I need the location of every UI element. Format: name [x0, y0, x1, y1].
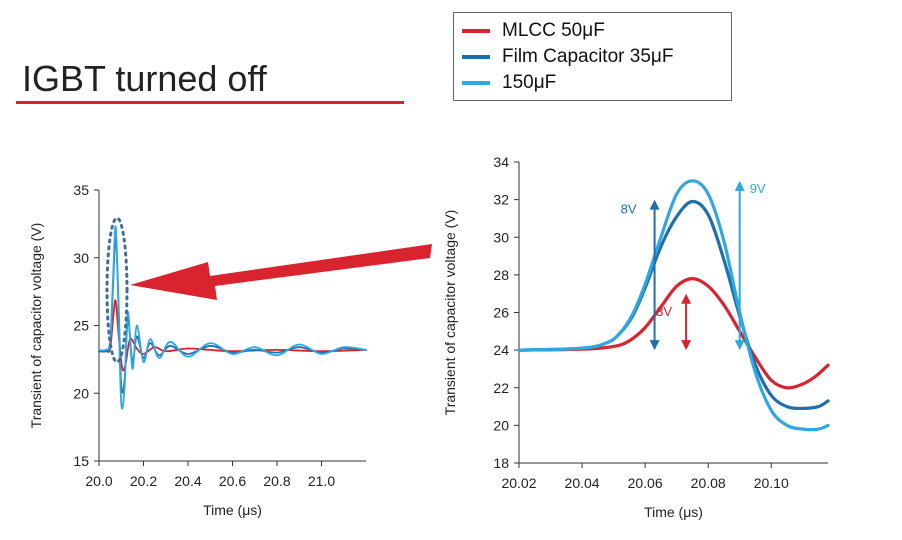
- arrow-head-down: [681, 340, 692, 351]
- legend-item-film: Film Capacitor 35μF: [462, 45, 673, 69]
- arrow-head-up: [649, 199, 660, 210]
- series-line-mlcc: [517, 277, 830, 390]
- y-tick-label: 34: [493, 154, 509, 170]
- chart-zoom: 18 20 22 24 26 28 30 32 34 20.02 20.04 20.06 20.08 20…: [442, 154, 830, 520]
- y-tick-label: 30: [493, 229, 509, 245]
- x-tick-label: 20.8: [263, 473, 290, 489]
- legend-label: MLCC 50μF: [502, 20, 605, 41]
- x-tick-label: 20.2: [130, 473, 157, 489]
- x-axis-label: Time (μs): [203, 502, 262, 518]
- x-tick-label: 20.10: [754, 475, 789, 491]
- arrow-head-down: [734, 340, 745, 351]
- x-tick-label: 20.0: [85, 473, 112, 489]
- series-line-150μf: [98, 225, 367, 410]
- page-title: IGBT turned off: [22, 58, 267, 99]
- y-tick-label: 32: [493, 192, 509, 208]
- y-axis-label: Transient of capacitor voltage (V): [442, 210, 458, 416]
- pointer-arrow: [130, 244, 432, 300]
- x-tick-label: 21.0: [308, 473, 335, 489]
- y-tick-label: 20: [73, 385, 89, 401]
- legend-swatch: [462, 29, 490, 33]
- legend-item-150uf: 150μF: [462, 71, 556, 95]
- arrow-head-down: [649, 340, 660, 351]
- x-tick-label: 20.4: [174, 473, 201, 489]
- legend: MLCC 50μF Film Capacitor 35μF 150μF: [453, 12, 732, 101]
- arrow-head-up: [681, 293, 692, 304]
- dimension-label: 3V: [656, 304, 672, 319]
- x-tick-label: 20.08: [691, 475, 726, 491]
- highlight-ellipse: [105, 216, 129, 364]
- legend-item-mlcc: MLCC 50μF: [462, 19, 605, 43]
- legend-label: Film Capacitor 35μF: [502, 46, 674, 67]
- y-tick-label: 22: [493, 380, 509, 396]
- x-axis-label: Time (μs): [644, 504, 703, 520]
- legend-swatch: [462, 81, 490, 85]
- y-tick-label: 28: [493, 267, 509, 283]
- y-axis-label: Transient of capacitor voltage (V): [28, 223, 44, 429]
- y-tick-label: 24: [493, 342, 509, 358]
- dimension-label: 9V: [750, 181, 766, 196]
- title-underline: [16, 101, 404, 104]
- y-tick-label: 18: [493, 455, 509, 471]
- series-line-150μf: [517, 179, 830, 432]
- y-tick-label: 15: [73, 453, 89, 469]
- y-tick-label: 30: [73, 250, 89, 266]
- x-tick-label: 20.6: [219, 473, 246, 489]
- chart-overview: 15 20 25 30 35 20.0 20.2 20.4 20.6 20.8 21.0 Time (…: [28, 182, 432, 518]
- series-line-mlcc: [98, 299, 367, 372]
- y-tick-label: 25: [73, 318, 89, 334]
- dimension-label: 8V: [621, 202, 637, 217]
- arrow-head-up: [734, 180, 745, 191]
- series-line-film: [517, 199, 830, 411]
- legend-swatch: [462, 55, 490, 59]
- y-tick-label: 20: [493, 417, 509, 433]
- x-tick-label: 20.02: [501, 475, 536, 491]
- x-tick-label: 20.04: [565, 475, 600, 491]
- y-tick-label: 26: [493, 305, 509, 321]
- legend-label: 150μF: [502, 72, 557, 93]
- y-tick-label: 35: [73, 182, 89, 198]
- x-tick-label: 20.06: [628, 475, 663, 491]
